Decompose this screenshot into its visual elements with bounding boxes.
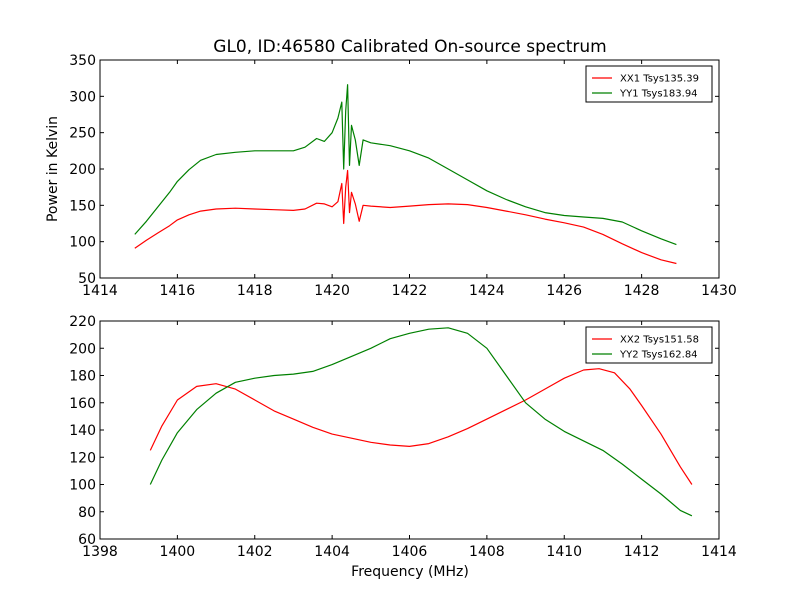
bottom-tick-layer: 1398 1400 1402 1404 1406 1408 1410 1412 1414 60 80… [69,314,737,560]
y-tick-label: 250 [69,126,96,142]
y-tick-label: 220 [69,314,96,330]
y-tick-label: 180 [69,369,96,385]
y-axis-label: Power in Kelvin [45,116,61,222]
x-tick-label: 1424 [469,283,505,299]
legend-box [585,65,713,103]
y-tick-label: 100 [69,235,96,251]
y-tick-label: 80 [78,505,96,521]
bottom-panel: Frequency (MHz) 1398 1400 1402 1404 1406 1408… [69,314,737,580]
x-tick-label: 1400 [160,544,196,560]
top-series-layer [134,84,677,265]
x-tick-label: 1414 [701,544,737,560]
y-tick-label: 120 [69,450,96,466]
legend-label: XX1 Tsys135.39 [620,74,699,85]
legend-label: YY1 Tsys183.94 [619,89,698,100]
bottom-series-layer [149,327,693,517]
y-tick-label: 60 [78,532,96,548]
series-line-xx1 [134,169,677,265]
y-tick-label: 160 [69,396,96,412]
x-tick-label: 1430 [701,283,737,299]
series-line-yy2 [149,327,693,517]
x-tick-label: 1404 [314,544,350,560]
legend-label: YY2 Tsys162.84 [619,350,698,361]
series-line-xx2 [149,368,693,485]
top-tick-layer: 1414 1416 1418 1420 1422 1424 1426 1428 1430 50 10… [69,53,737,299]
y-tick-label: 150 [69,198,96,214]
bottom-legend: XX2 Tsys151.58 YY2 Tsys162.84 [585,326,713,364]
x-tick-label: 1412 [624,544,660,560]
x-tick-label: 1416 [160,283,196,299]
x-tick-label: 1418 [237,283,273,299]
x-tick-label: 1420 [314,283,350,299]
top-legend: XX1 Tsys135.39 YY1 Tsys183.94 [585,65,713,103]
x-axis-label: Frequency (MHz) [351,564,469,580]
x-tick-label: 1422 [392,283,428,299]
legend-label: XX2 Tsys151.58 [620,335,699,346]
y-tick-label: 200 [69,162,96,178]
y-tick-label: 300 [69,89,96,105]
series-line-yy1 [134,84,677,246]
bottom-axes-frame [99,320,720,540]
y-tick-label: 200 [69,341,96,357]
legend-box [585,326,713,364]
y-tick-label: 50 [78,271,96,287]
x-tick-label: 1410 [546,544,582,560]
x-tick-label: 1402 [237,544,273,560]
chart-title: GL0, ID:46580 Calibrated On-source spect… [213,37,606,57]
y-tick-label: 140 [69,423,96,439]
top-axes-frame [99,59,720,279]
x-tick-label: 1408 [469,544,505,560]
top-panel: GL0, ID:46580 Calibrated On-source spect… [45,37,737,299]
y-tick-label: 350 [69,53,96,69]
x-tick-label: 1414 [82,283,118,299]
x-tick-label: 1426 [546,283,582,299]
x-tick-label: 1428 [624,283,660,299]
x-tick-label: 1398 [82,544,118,560]
x-tick-label: 1406 [392,544,428,560]
y-tick-label: 100 [69,478,96,494]
